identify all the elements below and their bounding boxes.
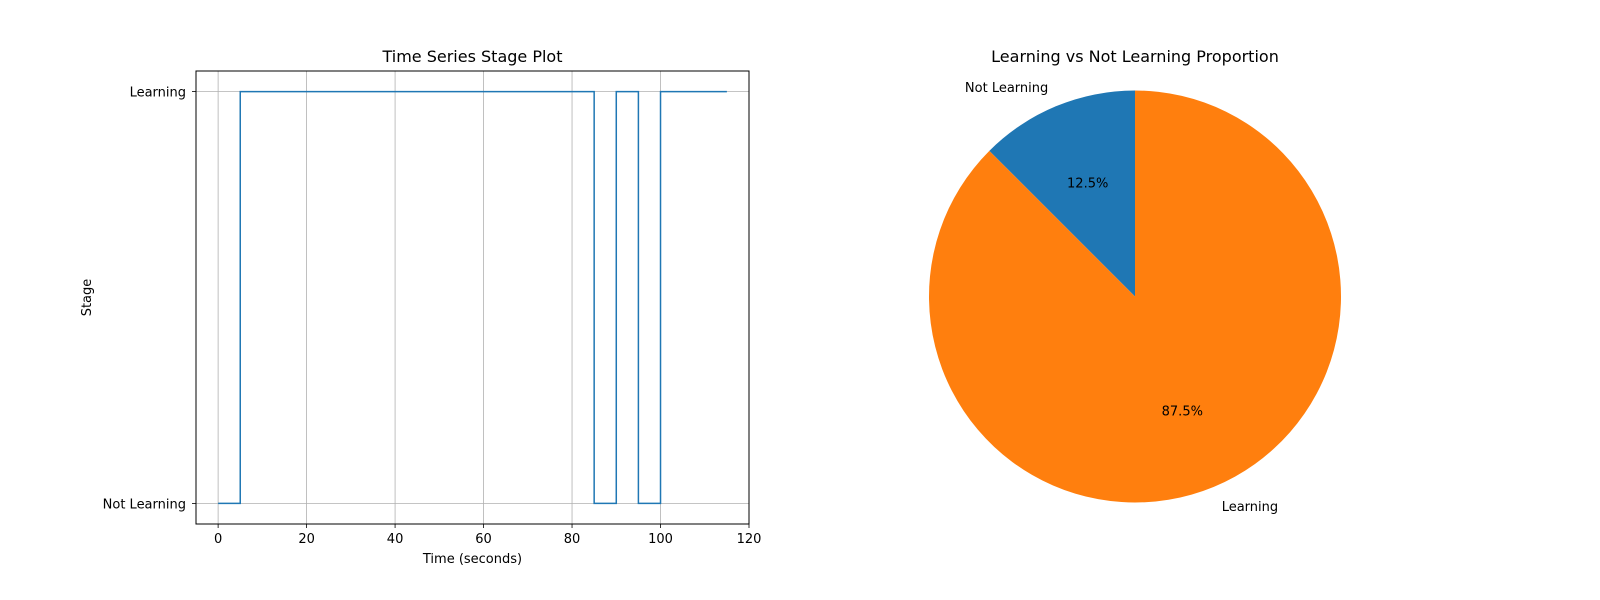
pie-slice-learning	[929, 90, 1341, 503]
x-tick-label: 120	[737, 532, 762, 547]
line-chart-grid	[196, 71, 750, 524]
pie-chart-title: Learning vs Not Learning Proportion	[991, 47, 1279, 66]
x-tick-label: 0	[214, 532, 222, 547]
x-axis-label: Time (seconds)	[422, 552, 522, 567]
x-tick-label: 20	[298, 532, 315, 547]
x-tick-label: 100	[648, 532, 673, 547]
x-tick-label: 80	[564, 532, 581, 547]
line-chart-title: Time Series Stage Plot	[381, 47, 562, 66]
y-tick-label: Not Learning	[103, 497, 186, 512]
stage-line-chart: Time Series Stage Plot 0 20 40 60 80 100 120 No…	[80, 47, 761, 567]
pie-category-label: Not Learning	[965, 81, 1048, 96]
pie-percent-label: 12.5%	[1067, 176, 1108, 191]
stage-series-line	[218, 90, 727, 505]
x-tick-label: 40	[387, 532, 404, 547]
pie-labels: 12.5% Not Learning 87.5% Learning	[965, 81, 1278, 515]
pie-slice-not-learning	[989, 90, 1135, 297]
proportion-pie-chart: Learning vs Not Learning Proportion 12.5…	[929, 47, 1341, 515]
line-chart-ticks: 0 20 40 60 80 100 120 Not Learning Learning	[103, 86, 762, 547]
line-chart-frame	[195, 70, 750, 525]
y-axis-label: Stage	[80, 279, 95, 317]
y-tick-label: Learning	[130, 86, 186, 101]
pie-percent-label: 87.5%	[1162, 405, 1203, 420]
pie-slices	[929, 90, 1341, 503]
x-tick-label: 60	[475, 532, 492, 547]
pie-category-label: Learning	[1222, 500, 1278, 515]
